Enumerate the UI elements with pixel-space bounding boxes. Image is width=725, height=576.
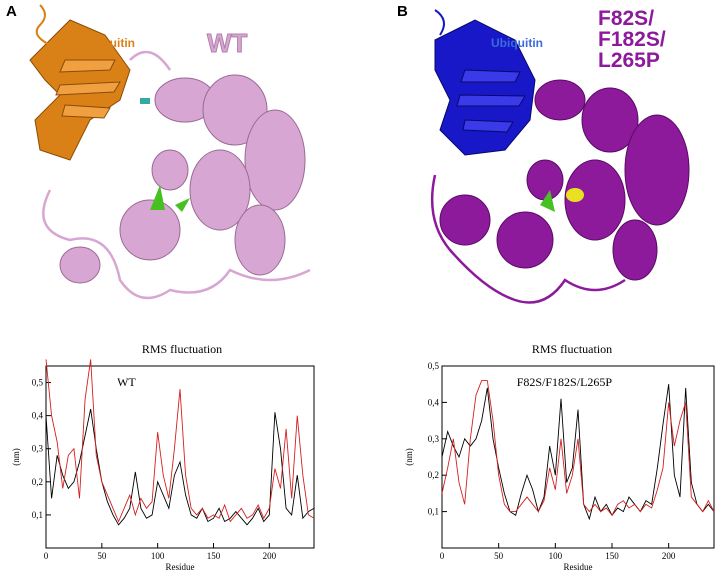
protein-ribbon-wt bbox=[59, 74, 306, 284]
ubiquitin-label-b: Ubiquitin bbox=[491, 36, 543, 50]
series-line-1 bbox=[441, 380, 715, 517]
ubiquitin-tail-wt bbox=[35, 4, 51, 46]
series-line-1 bbox=[45, 359, 315, 523]
x-tick-label: 0 bbox=[440, 551, 445, 561]
y-tick-label: 0,5 bbox=[428, 361, 440, 371]
y-tick-label: 0,1 bbox=[32, 510, 43, 520]
panel-letter-b: B bbox=[397, 3, 408, 20]
variant-label-a: WT bbox=[206, 28, 248, 59]
plot-frame bbox=[45, 365, 315, 549]
y-tick-label: 0,1 bbox=[428, 507, 439, 517]
ubiquitin-ribbon-mutant bbox=[434, 19, 536, 156]
protein-structure-mutant bbox=[430, 9, 690, 304]
protein-ribbon-mutant bbox=[439, 79, 690, 281]
x-axis-label: Residue bbox=[166, 562, 195, 572]
variant-label-b-line-2: F182S/ bbox=[598, 28, 666, 51]
x-tick-label: 200 bbox=[263, 551, 277, 561]
variant-label-b-line-3: L265P bbox=[598, 49, 660, 72]
y-tick-label: 0,4 bbox=[428, 397, 440, 407]
y-tick-label: 0,3 bbox=[32, 444, 44, 454]
inset-label: WT bbox=[117, 375, 136, 389]
ligand-wt bbox=[150, 185, 165, 210]
x-tick-label: 50 bbox=[97, 551, 107, 561]
y-tick-label: 0,4 bbox=[32, 411, 44, 421]
chart-title-a: RMS fluctuation bbox=[141, 342, 223, 356]
x-tick-label: 0 bbox=[44, 551, 49, 561]
variant-label-b: F82S/ F182S/ L265P bbox=[598, 8, 666, 71]
x-tick-label: 50 bbox=[494, 551, 504, 561]
rmsf-chart-wt: 0 50 100 150 200 0,1 0,2 0,3 0,4 0,5 WT Residue (nm) bbox=[11, 359, 315, 572]
x-tick-label: 100 bbox=[151, 551, 165, 561]
y-axis-label: (nm) bbox=[11, 448, 21, 466]
series-line-0 bbox=[441, 384, 715, 521]
x-axis-label: Residue bbox=[564, 562, 593, 572]
y-tick-label: 0,3 bbox=[428, 434, 440, 444]
rmsf-chart-mutant: 0 50 100 150 200 0,1 0,2 0,3 0,4 0,5 F82S/F182S/L2… bbox=[404, 361, 715, 572]
y-tick-label: 0,5 bbox=[32, 378, 44, 388]
panel-letter-a: A bbox=[6, 3, 17, 20]
y-tick-label: 0,2 bbox=[428, 470, 439, 480]
inset-label: F82S/F182S/L265P bbox=[517, 375, 613, 389]
variant-label-b-line-1: F82S/ bbox=[598, 7, 655, 30]
accent-mutant bbox=[566, 188, 584, 202]
protein-loops-wt bbox=[42, 189, 311, 300]
ubiquitin-ribbon-wt bbox=[29, 19, 131, 161]
chart-title-b: RMS fluctuation bbox=[531, 342, 613, 356]
y-tick-label: 0,2 bbox=[32, 477, 43, 487]
x-tick-label: 150 bbox=[605, 551, 619, 561]
x-tick-label: 150 bbox=[207, 551, 221, 561]
accent-wt bbox=[140, 98, 150, 104]
series-line-0 bbox=[45, 408, 315, 526]
ubiquitin-label-a: Ubiquitin bbox=[83, 36, 135, 50]
y-axis-label: (nm) bbox=[404, 448, 414, 466]
x-tick-label: 200 bbox=[662, 551, 676, 561]
ligand-mutant bbox=[540, 190, 555, 212]
protein-structure-wt bbox=[29, 4, 311, 300]
x-tick-label: 100 bbox=[549, 551, 563, 561]
